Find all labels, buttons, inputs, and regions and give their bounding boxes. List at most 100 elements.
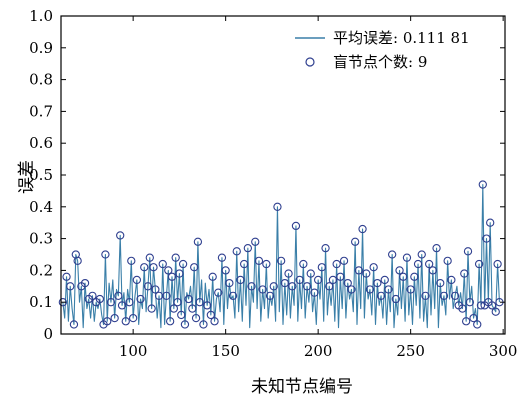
- data-point-marker: [306, 269, 315, 278]
- data-point-marker: [491, 307, 500, 316]
- data-point-marker: [482, 234, 491, 243]
- x-tick-label: 100: [119, 342, 148, 360]
- y-tick-label: 0.7: [29, 102, 53, 120]
- data-point-marker: [158, 259, 167, 269]
- data-point-marker: [299, 259, 308, 269]
- data-point-marker: [450, 291, 460, 300]
- data-point-marker: [110, 313, 119, 323]
- data-point-marker: [358, 224, 367, 234]
- data-point-marker: [376, 291, 386, 300]
- data-point-marker: [325, 282, 334, 291]
- data-point-marker: [66, 282, 75, 291]
- data-point-marker: [465, 298, 474, 307]
- data-point-marker: [332, 259, 341, 269]
- data-point-marker: [143, 282, 153, 291]
- data-point-marker: [458, 304, 467, 313]
- data-point-marker: [106, 298, 116, 307]
- series-layer: [58, 180, 504, 329]
- y-axis-label: 误差: [17, 160, 37, 194]
- data-point-marker: [173, 298, 182, 307]
- data-point-marker: [175, 269, 184, 278]
- data-point-marker: [486, 218, 495, 227]
- data-point-marker: [251, 237, 260, 246]
- data-point-marker: [317, 263, 326, 272]
- data-point-marker: [239, 259, 249, 269]
- x-axis-label: 未知节点编号: [251, 377, 353, 397]
- y-tick-label: 0.8: [29, 71, 53, 89]
- data-point-marker: [254, 256, 264, 266]
- y-tick-label: 1.0: [29, 7, 53, 25]
- data-point-marker: [214, 288, 223, 297]
- data-point-marker: [125, 298, 134, 307]
- y-tick-label: 0.4: [29, 198, 53, 216]
- data-point-marker: [310, 288, 319, 297]
- data-point-marker: [463, 247, 473, 256]
- data-point-marker: [95, 294, 104, 304]
- data-point-marker: [432, 243, 441, 253]
- data-point-marker: [347, 285, 356, 294]
- data-point-marker: [421, 291, 430, 300]
- error-series-line: [62, 183, 500, 329]
- legend-marker-swatch: [305, 57, 315, 67]
- data-point-marker: [62, 272, 71, 281]
- data-point-marker: [262, 259, 271, 269]
- y-tick-label: 0.2: [29, 261, 53, 279]
- data-point-marker: [206, 310, 215, 320]
- data-point-marker: [302, 282, 312, 291]
- data-point-marker: [193, 237, 203, 246]
- data-point-marker: [424, 259, 434, 269]
- y-tick-label: 0.9: [29, 39, 53, 57]
- data-point-marker: [369, 263, 378, 272]
- data-point-marker: [265, 291, 275, 300]
- data-point-marker: [399, 272, 408, 281]
- data-point-marker: [387, 250, 397, 259]
- data-point-marker: [191, 313, 201, 323]
- data-point-marker: [178, 259, 188, 269]
- data-point-marker: [117, 301, 127, 310]
- data-point-marker: [151, 285, 160, 294]
- data-point-marker: [291, 221, 301, 231]
- data-point-marker: [402, 253, 412, 262]
- data-point-marker: [362, 269, 371, 278]
- data-point-marker: [413, 259, 423, 269]
- x-tick-label: 150: [211, 342, 240, 360]
- data-point-marker: [269, 282, 278, 291]
- data-point-marker: [439, 291, 449, 300]
- data-point-marker: [145, 253, 154, 262]
- data-point-marker: [428, 266, 437, 275]
- data-point-marker: [162, 291, 171, 300]
- data-point-marker: [473, 320, 482, 329]
- data-point-marker: [461, 317, 471, 326]
- data-point-marker: [190, 263, 199, 272]
- data-point-marker: [149, 263, 158, 272]
- data-point-marker: [180, 320, 190, 329]
- data-point-marker: [339, 256, 349, 266]
- axis-layer: 0 0.1 0.2 0.3 0.4 0.5 0.6 0.7 0.8 0.9 1.0 100 150 200…: [29, 7, 517, 360]
- data-point-marker: [321, 243, 330, 253]
- data-point-marker: [373, 278, 382, 288]
- data-point-marker: [232, 247, 241, 256]
- data-point-marker: [295, 275, 304, 285]
- data-point-marker: [474, 259, 484, 269]
- data-point-marker: [132, 275, 141, 285]
- data-point-marker: [273, 202, 282, 211]
- data-point-marker: [73, 256, 82, 266]
- data-point-marker: [395, 266, 404, 275]
- data-point-marker: [69, 320, 79, 329]
- data-point-marker: [487, 301, 497, 310]
- data-point-marker: [80, 278, 90, 288]
- data-point-marker: [140, 263, 149, 272]
- data-point-marker: [313, 275, 323, 285]
- data-point-marker: [436, 278, 445, 288]
- y-tick-label: 0.1: [29, 293, 53, 311]
- data-point-marker: [247, 282, 256, 291]
- data-point-marker: [417, 250, 426, 259]
- data-point-marker: [443, 256, 452, 266]
- data-point-marker: [221, 266, 230, 275]
- data-point-marker: [225, 278, 234, 288]
- data-point-marker: [236, 275, 245, 285]
- data-point-marker: [164, 266, 173, 275]
- data-point-marker: [447, 275, 456, 285]
- data-point-marker: [288, 282, 297, 291]
